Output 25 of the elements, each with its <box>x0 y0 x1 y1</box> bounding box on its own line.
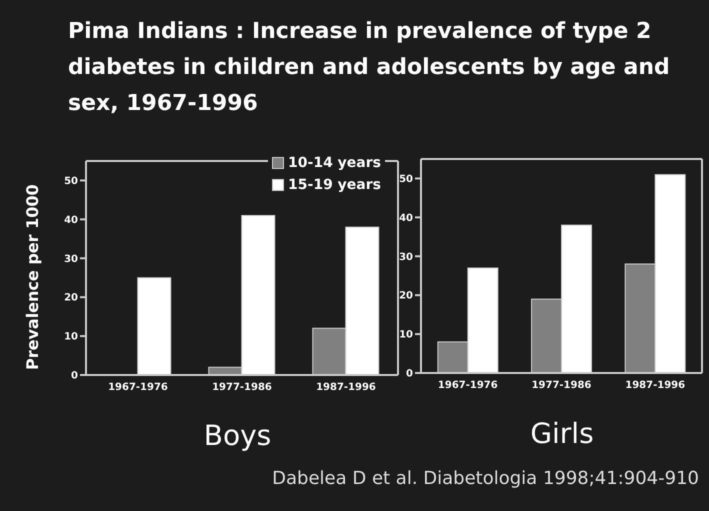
x-tick-label: 1987-1996 <box>625 380 686 392</box>
legend-label: 10-14 years <box>288 154 381 173</box>
legend-label: 15-19 years <box>288 176 381 195</box>
x-tick-label: 1977-1986 <box>532 380 592 392</box>
y-tick-label: 30 <box>64 254 78 265</box>
y-tick-label: 40 <box>64 214 78 226</box>
y-tick-label: 10 <box>399 330 414 341</box>
x-tick-label: 1987-1996 <box>316 382 376 394</box>
y-axis-title: Prevalence per 1000 <box>23 184 43 370</box>
x-tick-label: 1977-1986 <box>212 382 272 394</box>
y-tick-label: 10 <box>64 332 78 343</box>
chart-title: Pima Indians : Increase in prevalence of type 2 diabetes in children and adolescents by age and sex, 1967-1996 <box>68 18 671 118</box>
y-tick-label: 50 <box>64 176 78 188</box>
x-axis-title: Girls <box>529 417 595 450</box>
text: Dabelea D et al. Diabetologia 1998;41:904-910 <box>272 468 699 489</box>
y-tick-label: 30 <box>399 252 414 263</box>
x-tick-label: 1967-1976 <box>108 382 168 394</box>
y-tick-label: 50 <box>399 174 414 186</box>
y-tick-label: 20 <box>64 292 78 304</box>
x-tick-label: 1967-1976 <box>438 380 498 392</box>
y-tick-label: 0 <box>406 368 414 380</box>
y-tick-label: 20 <box>399 290 414 302</box>
y-tick-label: 40 <box>399 212 414 224</box>
x-axis-title: Boys <box>202 419 272 452</box>
y-tick-label: 0 <box>71 370 78 382</box>
